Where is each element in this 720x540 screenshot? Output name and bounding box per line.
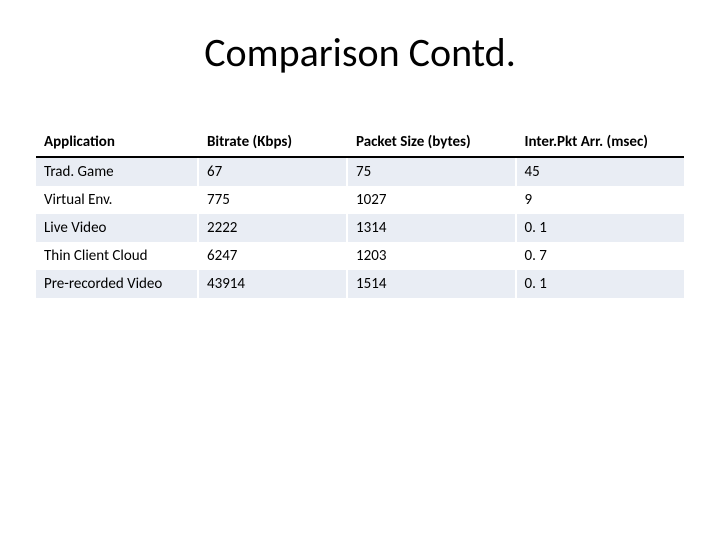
slide: Comparison Contd. Application Bitrate (K…: [0, 0, 720, 540]
table-header-cell: Bitrate (Kbps): [198, 128, 347, 157]
table-cell: 1027: [347, 186, 515, 214]
table-cell: 43914: [198, 270, 347, 298]
table-cell: Live Video: [36, 214, 198, 242]
table-cell: Virtual Env.: [36, 186, 198, 214]
table-cell: 2222: [198, 214, 347, 242]
table-cell: Thin Client Cloud: [36, 242, 198, 270]
table-cell: 6247: [198, 242, 347, 270]
table-cell: 1314: [347, 214, 515, 242]
table-row: Trad. Game 67 75 45: [36, 157, 684, 186]
table-header-cell: Packet Size (bytes): [347, 128, 515, 157]
table-header-cell: Application: [36, 128, 198, 157]
table-cell: 0. 7: [516, 242, 685, 270]
table-cell: 45: [516, 157, 685, 186]
table-cell: Trad. Game: [36, 157, 198, 186]
table-row: Thin Client Cloud 6247 1203 0. 7: [36, 242, 684, 270]
table-cell: 0. 1: [516, 214, 685, 242]
table-cell: Pre-recorded Video: [36, 270, 198, 298]
slide-title: Comparison Contd.: [0, 28, 720, 77]
table-header-row: Application Bitrate (Kbps) Packet Size (…: [36, 128, 684, 157]
table-cell: 67: [198, 157, 347, 186]
table-cell: 1514: [347, 270, 515, 298]
table-row: Pre-recorded Video 43914 1514 0. 1: [36, 270, 684, 298]
table-cell: 9: [516, 186, 685, 214]
comparison-table-container: Application Bitrate (Kbps) Packet Size (…: [36, 128, 684, 298]
table-cell: 75: [347, 157, 515, 186]
table-row: Live Video 2222 1314 0. 1: [36, 214, 684, 242]
table-cell: 1203: [347, 242, 515, 270]
table-cell: 0. 1: [516, 270, 685, 298]
table-row: Virtual Env. 775 1027 9: [36, 186, 684, 214]
table-cell: 775: [198, 186, 347, 214]
comparison-table: Application Bitrate (Kbps) Packet Size (…: [36, 128, 684, 298]
table-header-cell: Inter.Pkt Arr. (msec): [516, 128, 685, 157]
